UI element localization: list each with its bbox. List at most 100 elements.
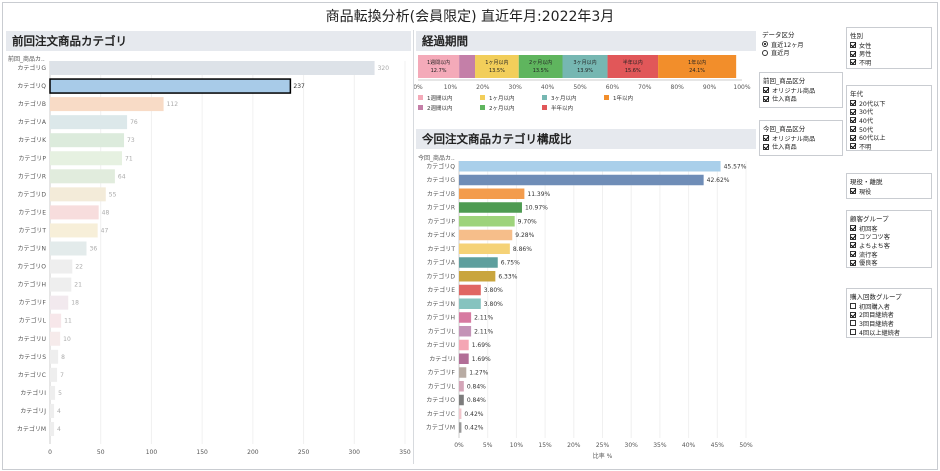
x-tick-label: 350 — [399, 449, 411, 456]
option-label: 50代 — [859, 126, 874, 134]
bar — [459, 326, 472, 337]
radio-option[interactable]: 直近12ヶ月 — [762, 40, 837, 49]
checkbox-option[interactable]: オリジナル商品 — [763, 86, 839, 95]
bar — [459, 312, 472, 323]
checkbox-option[interactable]: 40代 — [850, 116, 928, 125]
checkbox-checked-icon[interactable] — [850, 50, 856, 57]
category-label: カテゴリH — [426, 314, 455, 322]
category-label: カテゴリB — [18, 100, 46, 108]
checkbox-option[interactable]: 男性 — [850, 50, 928, 58]
bar-value-label: 71 — [125, 155, 133, 162]
bar — [50, 313, 62, 328]
bar — [50, 422, 55, 436]
checkbox-checked-icon[interactable] — [763, 143, 769, 150]
category-label: カテゴリE — [18, 208, 46, 216]
checkbox-option[interactable]: 女性 — [850, 41, 928, 50]
segment-value-label: 13.9% — [577, 68, 593, 74]
stacked-segment — [518, 55, 563, 78]
x-tick-label: 80% — [671, 84, 685, 91]
checkbox-checked-icon[interactable] — [850, 259, 856, 266]
option-label: 流行客 — [859, 251, 878, 259]
x-tick-label: 0% — [414, 84, 423, 91]
bar-value-label: 18 — [71, 300, 79, 307]
elapsed-period-chart[interactable]: 1週間以内 12.7% 1ヶ月以内 13.5% 2ヶ月以内 13.5% 3ヶ月以内 13.9%… — [414, 52, 754, 122]
current-category-ratio-chart[interactable]: 0% 5% 10% 15% 20% 25% 30% 35% 40% 45% 50% カテゴリQ 45.5… — [414, 158, 756, 464]
checkbox-checked-icon[interactable] — [850, 225, 856, 232]
checkbox-option[interactable]: 初回購入者 — [850, 302, 928, 311]
bar — [50, 295, 69, 310]
bar — [50, 223, 98, 238]
radio-icon[interactable] — [762, 49, 768, 56]
previous-category-chart[interactable]: 0 50 100 150 200 250 300 350 カテゴリG 320 カテゴリQ 237 カテゴ… — [0, 58, 414, 462]
x-tick-label: 30% — [509, 84, 523, 91]
bar — [50, 349, 59, 364]
checkbox-unchecked-icon[interactable] — [850, 329, 856, 336]
checkbox-checked-icon[interactable] — [850, 108, 856, 115]
checkbox-option[interactable]: 60代以上 — [850, 133, 928, 142]
zenkai-kubun-title: 前回_商品区分 — [763, 77, 806, 85]
x-tick-label: 50% — [739, 442, 753, 449]
segment-name-label: 2ヶ月以内 — [529, 59, 552, 66]
legend-swatch — [542, 105, 547, 110]
category-label: カテゴリP — [18, 154, 46, 162]
kokyaku-title: 顧客グループ — [850, 215, 889, 223]
checkbox-unchecked-icon[interactable] — [850, 303, 856, 310]
checkbox-checked-icon[interactable] — [850, 134, 856, 141]
checkbox-option[interactable]: 優良客 — [850, 258, 928, 267]
checkbox-checked-icon[interactable] — [763, 87, 769, 94]
checkbox-option[interactable]: よちよち客 — [850, 241, 928, 250]
checkbox-option[interactable]: 4回以上継続者 — [850, 328, 928, 337]
checkbox-checked-icon[interactable] — [763, 135, 769, 142]
checkbox-option[interactable]: 不明 — [850, 142, 928, 151]
checkbox-option[interactable]: 流行客 — [850, 250, 928, 259]
checkbox-checked-icon[interactable] — [850, 242, 856, 249]
x-tick-label: 45% — [711, 442, 725, 449]
x-tick-label: 100 — [146, 449, 158, 456]
checkbox-option[interactable]: 仕入商品 — [763, 143, 839, 151]
segment-value-label: 12.7% — [431, 68, 447, 74]
checkbox-option[interactable]: 3回目継続者 — [850, 319, 928, 328]
category-label: カテゴリT — [427, 245, 455, 253]
bar-value-label: 45.57% — [724, 163, 747, 170]
checkbox-unchecked-icon[interactable] — [850, 320, 856, 327]
konkai-kubun-title: 今回_商品区分 — [763, 125, 806, 133]
category-label: カテゴリR — [427, 204, 455, 212]
checkbox-checked-icon[interactable] — [850, 59, 856, 66]
x-tick-label: 50% — [573, 84, 587, 91]
checkbox-checked-icon[interactable] — [763, 95, 769, 102]
checkbox-option[interactable]: 20代以下 — [850, 99, 928, 108]
bar-value-label: 4 — [57, 408, 61, 415]
checkbox-checked-icon[interactable] — [850, 311, 856, 318]
checkbox-option[interactable]: 初回客 — [850, 224, 928, 233]
radio-selected-icon[interactable] — [762, 41, 768, 48]
checkbox-checked-icon[interactable] — [850, 143, 856, 150]
checkbox-checked-icon[interactable] — [850, 188, 856, 195]
category-label: カテゴリI — [20, 389, 46, 397]
option-label: 4回以上継続者 — [859, 329, 901, 337]
checkbox-option[interactable]: 50代 — [850, 125, 928, 134]
checkbox-checked-icon[interactable] — [850, 126, 856, 133]
checkbox-option[interactable]: 不明 — [850, 58, 928, 67]
category-label: カテゴリO — [17, 263, 46, 271]
checkbox-option[interactable]: 30代 — [850, 108, 928, 116]
checkbox-checked-icon[interactable] — [850, 42, 856, 49]
stacked-segment — [418, 55, 460, 78]
checkbox-checked-icon[interactable] — [850, 117, 856, 124]
data-kubun-title: データ区分 — [762, 31, 795, 39]
checkbox-checked-icon[interactable] — [850, 100, 856, 107]
checkbox-option[interactable]: 仕入商品 — [763, 95, 839, 103]
checkbox-checked-icon[interactable] — [850, 233, 856, 240]
radio-option[interactable]: 直近月 — [762, 49, 837, 57]
bar-value-label: 3.80% — [484, 301, 503, 308]
checkbox-checked-icon[interactable] — [850, 251, 856, 258]
checkbox-option[interactable]: コツコツ客 — [850, 233, 928, 241]
bar — [50, 331, 61, 346]
stacked-segment — [459, 55, 476, 78]
checkbox-option[interactable]: 2回目継続者 — [850, 311, 928, 319]
x-tick-label: 5% — [483, 442, 493, 449]
checkbox-option[interactable]: オリジナル商品 — [763, 134, 839, 143]
category-label: カテゴリG — [426, 176, 455, 184]
checkbox-option[interactable]: 現役 — [850, 187, 928, 196]
bar — [50, 259, 73, 274]
